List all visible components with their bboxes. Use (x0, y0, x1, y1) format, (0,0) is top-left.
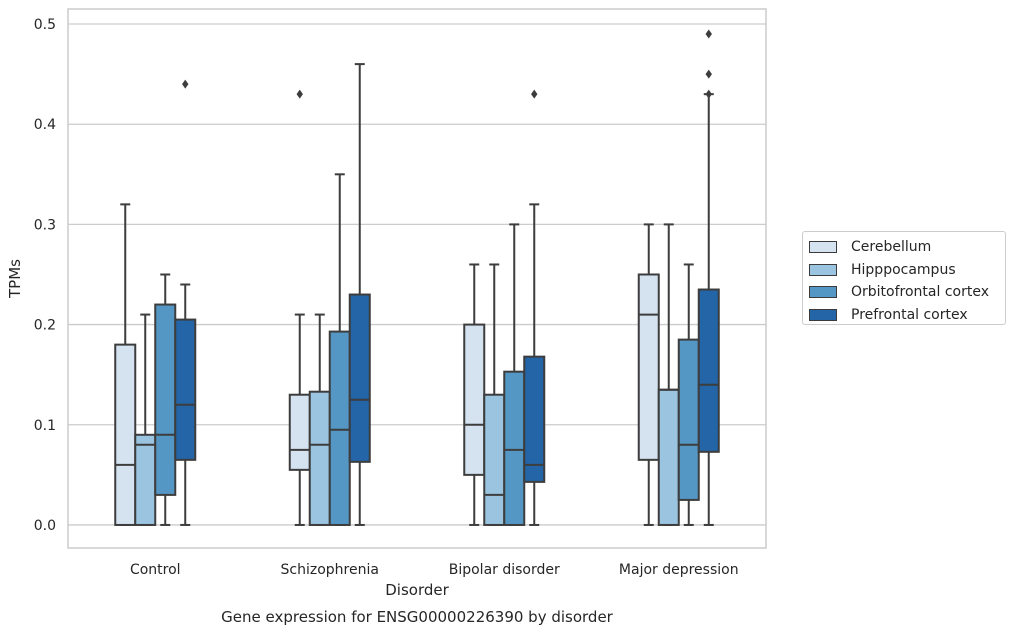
box-Major depression-Cerebellum (637, 223, 660, 526)
y-axis-ticks: 0.0 0.1 0.2 0.3 0.4 0.5 (34, 17, 56, 534)
y-tick-label: 0.5 (34, 17, 56, 33)
legend-swatch (809, 263, 837, 276)
legend-item: Cerebellum (809, 236, 1005, 259)
box-Schizophrenia-Cerebellum (288, 89, 311, 526)
plot-area-frame (67, 8, 767, 549)
outlier-point (182, 79, 189, 89)
y-tick-label: 0.2 (34, 318, 56, 334)
x-tick-label: Schizophrenia (281, 562, 379, 578)
box-body (523, 355, 546, 483)
outlier-point (531, 89, 538, 99)
outlier-point (296, 89, 303, 99)
box-Major depression-Hipppocampus (657, 223, 680, 526)
outlier-point (705, 69, 712, 79)
box-body (657, 388, 680, 526)
x-axis-label: Disorder (385, 581, 449, 599)
box-body (114, 343, 137, 526)
box-body (697, 288, 720, 453)
legend-swatch (809, 241, 837, 254)
box-Schizophrenia-Orbitofrontal cortex (328, 173, 351, 526)
legend-label: Orbitofrontal cortex (851, 284, 989, 301)
legend-label: Hipppocampus (851, 261, 956, 278)
box-body (503, 370, 526, 526)
box-body (348, 293, 371, 463)
box-body (677, 338, 700, 501)
y-tick-label: 0.4 (34, 117, 56, 133)
box-body (154, 303, 177, 496)
box-body (637, 273, 660, 461)
legend-item: Hipppocampus (809, 259, 1005, 282)
box-body (328, 330, 351, 526)
box-Schizophrenia-Hipppocampus (308, 313, 331, 526)
box-Control-Orbitofrontal cortex (154, 273, 177, 526)
legend-item: Orbitofrontal cortex (809, 281, 1005, 304)
outlier-point (705, 89, 712, 99)
box-Major depression-Prefrontal cortex (697, 29, 720, 526)
box-body (308, 390, 331, 526)
legend-label: Cerebellum (851, 239, 932, 256)
y-tick-label: 0.1 (34, 418, 56, 434)
box-Bipolar disorder-Prefrontal cortex (523, 89, 546, 526)
outlier-point (705, 29, 712, 39)
box-body (174, 318, 197, 461)
box-Bipolar disorder-Cerebellum (463, 263, 486, 526)
box-Control-Hipppocampus (134, 313, 157, 526)
legend-swatch (809, 286, 837, 299)
plot-boxes (114, 29, 720, 526)
box-Bipolar disorder-Hipppocampus (483, 263, 506, 526)
chart-legend: Cerebellum Hipppocampus Orbitofrontal cort… (802, 231, 1006, 325)
x-tick-label: Control (130, 562, 181, 578)
box-body (134, 433, 157, 526)
box-body (483, 393, 506, 526)
legend-item: Prefrontal cortex (809, 304, 1005, 327)
x-axis-ticks: Control Schizophrenia Bipolar disorder Majo… (130, 562, 739, 578)
y-tick-label: 0.0 (34, 518, 56, 534)
box-Control-Prefrontal cortex (174, 79, 197, 526)
box-body (288, 393, 311, 471)
x-tick-label: Major depression (619, 562, 739, 578)
legend-label: Prefrontal cortex (851, 306, 968, 323)
box-Control-Cerebellum (114, 203, 137, 526)
y-axis-label: TPMs (6, 259, 24, 299)
x-tick-label: Bipolar disorder (449, 562, 560, 578)
y-tick-label: 0.3 (34, 217, 56, 233)
box-Schizophrenia-Prefrontal cortex (348, 63, 371, 526)
box-Major depression-Orbitofrontal cortex (677, 263, 700, 526)
box-Bipolar disorder-Orbitofrontal cortex (503, 223, 526, 526)
chart-caption: Gene expression for ENSG00000226390 by d… (221, 608, 614, 626)
legend-swatch (809, 308, 837, 321)
box-body (463, 323, 486, 476)
